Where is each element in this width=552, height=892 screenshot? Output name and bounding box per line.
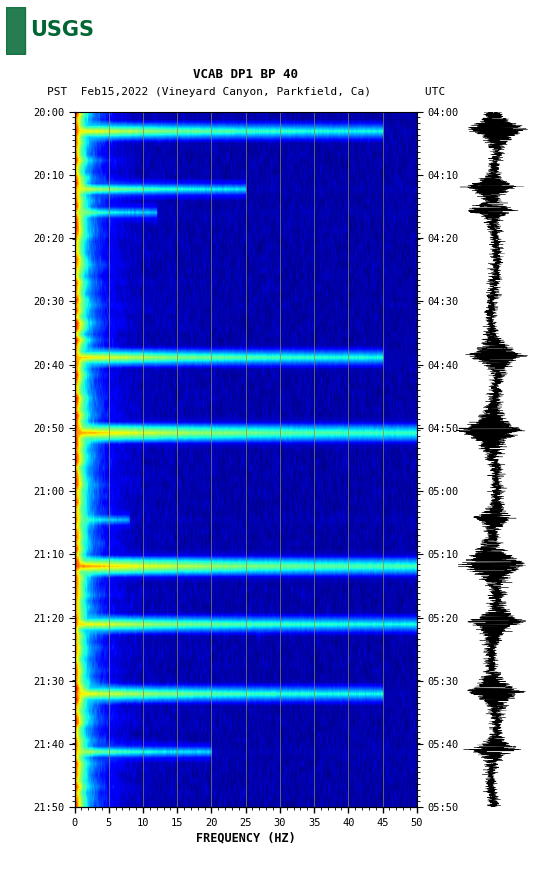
X-axis label: FREQUENCY (HZ): FREQUENCY (HZ) [196, 832, 295, 845]
Text: PST  Feb15,2022 (Vineyard Canyon, Parkfield, Ca)        UTC: PST Feb15,2022 (Vineyard Canyon, Parkfie… [46, 87, 445, 97]
Text: USGS: USGS [30, 21, 94, 40]
Text: VCAB DP1 BP 40: VCAB DP1 BP 40 [193, 68, 298, 80]
